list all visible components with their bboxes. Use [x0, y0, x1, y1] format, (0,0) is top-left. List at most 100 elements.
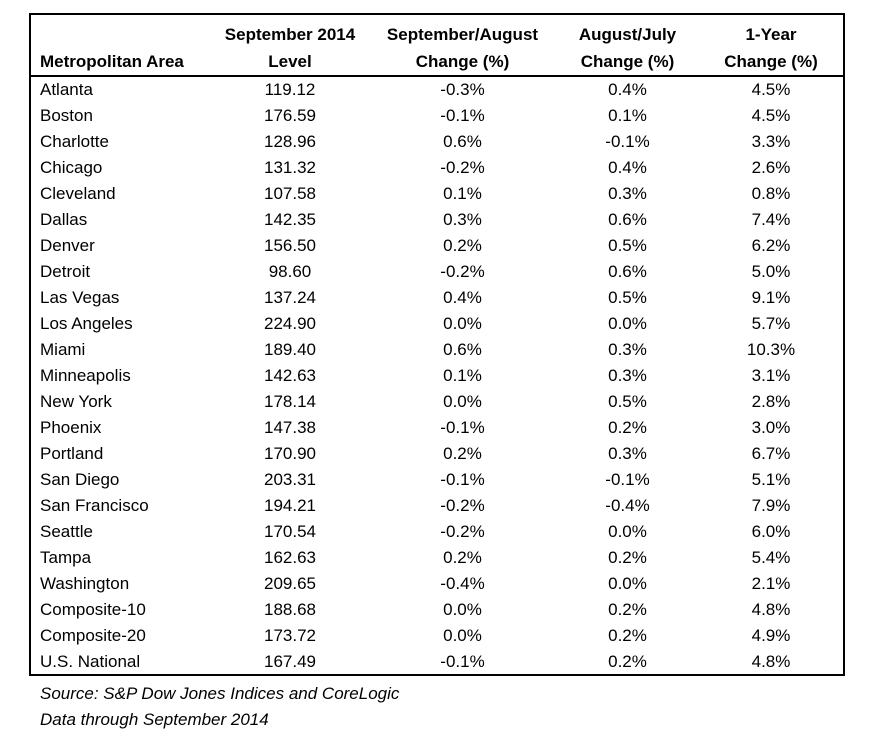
aug-jul-change-cell: 0.2% [608, 652, 647, 671]
header-line: Change (%) [724, 52, 818, 71]
table-row: Dallas 142.35 0.3% 0.6% 7.4% [31, 207, 843, 233]
header-line: Level [268, 52, 312, 71]
table-row: Boston 176.59 -0.1% 0.1% 4.5% [31, 103, 843, 129]
level-cell: 170.54 [264, 522, 316, 541]
level-cell: 142.63 [264, 366, 316, 385]
one-year-change-cell: 5.7% [751, 314, 791, 333]
table-row: Atlanta 119.12 -0.3% 0.4% 4.5% [31, 76, 843, 103]
metro-area-cell: Chicago [40, 158, 103, 177]
header-line: August/July [578, 25, 677, 44]
aug-jul-change-cell: 0.4% [608, 80, 647, 99]
sep-aug-change-cell: 0.2% [443, 444, 482, 463]
metro-area-cell: Portland [40, 444, 104, 463]
header-line: September 2014 [224, 25, 356, 44]
table-row: Composite-20 173.72 0.0% 0.2% 4.9% [31, 623, 843, 649]
table-row: Seattle 170.54 -0.2% 0.0% 6.0% [31, 519, 843, 545]
aug-jul-change-cell: 0.5% [608, 288, 647, 307]
metro-area-cell: Miami [40, 340, 86, 359]
one-year-change-cell: 9.1% [751, 288, 791, 307]
aug-jul-change-cell: -0.1% [605, 470, 650, 489]
level-cell: 167.49 [264, 652, 316, 671]
one-year-change-cell: 6.7% [751, 444, 791, 463]
aug-jul-change-cell: -0.1% [605, 132, 650, 151]
one-year-change-cell: 2.6% [751, 158, 791, 177]
one-year-change-cell: 4.9% [751, 626, 791, 645]
header-metropolitan-area: Metropolitan Area [31, 15, 211, 77]
sep-aug-change-cell: 0.1% [443, 184, 482, 203]
sep-aug-change-cell: 0.6% [443, 132, 482, 151]
data-table-frame: Metropolitan Area September 2014 Level Sept… [29, 13, 845, 676]
header-line: Metropolitan Area [40, 52, 184, 71]
sep-aug-change-cell: -0.3% [440, 80, 485, 99]
one-year-change-cell: 4.8% [751, 652, 791, 671]
aug-jul-change-cell: 0.3% [608, 184, 647, 203]
header-line: September/August [386, 25, 539, 44]
level-cell: 147.38 [264, 418, 316, 437]
metro-area-cell: Detroit [40, 262, 91, 281]
aug-jul-change-cell: 0.0% [608, 522, 647, 541]
one-year-change-cell: 2.1% [751, 574, 791, 593]
table-row: Los Angeles 224.90 0.0% 0.0% 5.7% [31, 311, 843, 337]
metro-area-cell: Seattle [40, 522, 93, 541]
sep-aug-change-cell: 0.2% [443, 548, 482, 567]
sep-aug-change-cell: 0.0% [443, 600, 482, 619]
level-cell: 176.59 [264, 106, 316, 125]
header-row: Metropolitan Area September 2014 Level Sept… [31, 15, 843, 77]
level-cell: 173.72 [264, 626, 316, 645]
level-cell: 188.68 [264, 600, 316, 619]
table-row: Washington 209.65 -0.4% 0.0% 2.1% [31, 571, 843, 597]
aug-jul-change-cell: 0.3% [608, 340, 647, 359]
sep-aug-change-cell: -0.2% [440, 262, 485, 281]
metro-area-cell: Las Vegas [40, 288, 120, 307]
level-cell: 178.14 [264, 392, 316, 411]
level-cell: 203.31 [264, 470, 316, 489]
metro-area-cell: Minneapolis [40, 366, 131, 385]
header-one-year-change: 1-Year Change (%) [699, 15, 843, 77]
table-row: Las Vegas 137.24 0.4% 0.5% 9.1% [31, 285, 843, 311]
one-year-change-cell: 4.5% [751, 80, 791, 99]
one-year-change-cell: 3.3% [751, 132, 791, 151]
aug-jul-change-cell: 0.3% [608, 366, 647, 385]
sep-aug-change-cell: -0.1% [440, 652, 485, 671]
metro-area-cell: Los Angeles [40, 314, 133, 333]
table-row: Miami 189.40 0.6% 0.3% 10.3% [31, 337, 843, 363]
metro-area-cell: New York [40, 392, 112, 411]
table-row: Detroit 98.60 -0.2% 0.6% 5.0% [31, 259, 843, 285]
level-cell: 209.65 [264, 574, 316, 593]
level-cell: 98.60 [268, 262, 312, 281]
one-year-change-cell: 6.2% [751, 236, 791, 255]
table-row: Chicago 131.32 -0.2% 0.4% 2.6% [31, 155, 843, 181]
header-line: Change (%) [415, 52, 510, 71]
table-row: Portland 170.90 0.2% 0.3% 6.7% [31, 441, 843, 467]
sep-aug-change-cell: 0.4% [443, 288, 482, 307]
sep-aug-change-cell: 0.2% [443, 236, 482, 255]
sep-aug-change-cell: -0.1% [440, 106, 485, 125]
level-cell: 142.35 [264, 210, 316, 229]
one-year-change-cell: 3.1% [751, 366, 791, 385]
metro-area-cell: Atlanta [40, 80, 93, 99]
sep-aug-change-cell: -0.2% [440, 496, 485, 515]
sep-aug-change-cell: 0.0% [443, 314, 482, 333]
sep-aug-change-cell: -0.4% [440, 574, 485, 593]
sep-aug-change-cell: -0.2% [440, 158, 485, 177]
sep-aug-change-cell: -0.1% [440, 418, 485, 437]
table-header: Metropolitan Area September 2014 Level Sept… [31, 15, 843, 77]
table-row: Cleveland 107.58 0.1% 0.3% 0.8% [31, 181, 843, 207]
aug-jul-change-cell: 0.5% [608, 392, 647, 411]
table-row: Minneapolis 142.63 0.1% 0.3% 3.1% [31, 363, 843, 389]
aug-jul-change-cell: -0.4% [605, 496, 650, 515]
one-year-change-cell: 5.1% [751, 470, 791, 489]
table-row: Phoenix 147.38 -0.1% 0.2% 3.0% [31, 415, 843, 441]
table-body: Atlanta 119.12 -0.3% 0.4% 4.5% Boston 176.59 -0… [31, 76, 843, 675]
header-line: Change (%) [580, 52, 675, 71]
metro-area-cell: Phoenix [40, 418, 102, 437]
sep-aug-change-cell: 0.3% [443, 210, 482, 229]
header-level: September 2014 Level [211, 15, 369, 77]
aug-jul-change-cell: 0.1% [608, 106, 647, 125]
level-cell: 119.12 [264, 80, 316, 99]
header-sep-aug-change: September/August Change (%) [369, 15, 556, 77]
metro-area-cell: Charlotte [40, 132, 109, 151]
table-row: New York 178.14 0.0% 0.5% 2.8% [31, 389, 843, 415]
aug-jul-change-cell: 0.2% [608, 548, 647, 567]
aug-jul-change-cell: 0.2% [608, 626, 647, 645]
